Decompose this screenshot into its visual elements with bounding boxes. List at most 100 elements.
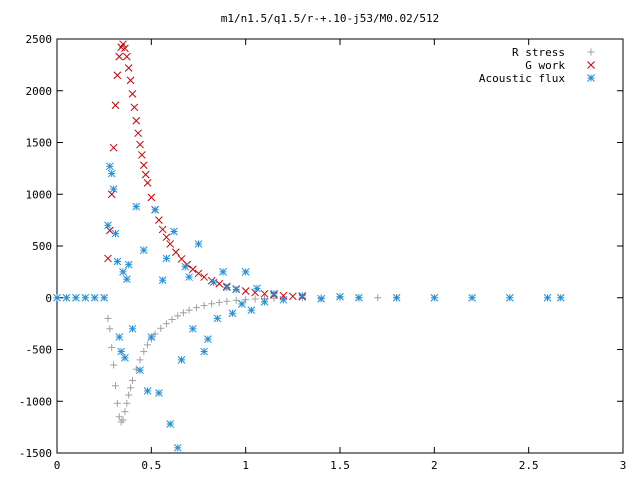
legend-marker <box>587 74 595 82</box>
data-point <box>215 279 224 288</box>
axis-layer: 0 0.5 1 1.5 2 2.5 3 -1500 -1000 -500 0 500 1000 1500 2… <box>19 33 626 472</box>
data-point <box>194 240 203 248</box>
data-point <box>317 294 325 303</box>
data-point <box>288 292 297 301</box>
data-point <box>123 399 131 407</box>
data-point <box>147 333 156 341</box>
data-point <box>200 302 208 310</box>
data-point <box>109 143 118 152</box>
data-point <box>100 293 109 302</box>
data-point <box>62 293 71 302</box>
series-layer <box>53 40 565 452</box>
x-tick-label: 1 <box>242 459 249 472</box>
data-point <box>119 416 127 424</box>
y-tick-label: 2000 <box>26 85 53 98</box>
data-point <box>128 324 137 333</box>
series-g-work <box>104 40 307 301</box>
data-point <box>143 179 152 187</box>
x-tick-label: 0.5 <box>141 459 161 472</box>
data-point <box>104 314 112 322</box>
data-point <box>122 275 131 283</box>
data-point <box>141 170 150 179</box>
data-point <box>117 347 126 356</box>
data-point <box>374 294 382 302</box>
data-point <box>111 382 119 390</box>
data-point <box>126 76 135 85</box>
data-point <box>162 320 170 328</box>
data-point <box>260 298 269 306</box>
data-point <box>543 293 552 302</box>
data-point <box>128 90 137 98</box>
y-tick-label: 0 <box>45 292 52 305</box>
data-point <box>168 315 176 323</box>
data-point <box>170 227 178 236</box>
y-tick-label: -500 <box>26 344 53 357</box>
data-point <box>193 304 201 312</box>
data-point <box>81 293 90 302</box>
data-point <box>113 71 122 80</box>
data-point <box>132 116 141 125</box>
legend-marker <box>587 48 595 56</box>
plot-frame <box>56 38 624 454</box>
y-tick-label: -1000 <box>19 395 52 408</box>
data-point <box>132 202 141 211</box>
data-point <box>105 162 114 171</box>
data-point <box>172 248 180 257</box>
data-point <box>209 278 218 287</box>
data-point <box>124 260 133 269</box>
data-point <box>238 300 246 308</box>
data-point <box>228 309 237 318</box>
data-point <box>219 268 227 276</box>
data-point <box>140 348 148 356</box>
data-point <box>260 289 269 298</box>
data-point <box>121 353 129 362</box>
legend-label: R stress <box>512 46 565 59</box>
data-point <box>115 333 124 341</box>
data-point <box>392 293 401 302</box>
data-point <box>127 384 135 392</box>
data-point <box>222 283 231 292</box>
data-point <box>166 240 175 248</box>
data-point <box>179 309 187 317</box>
x-tick-label: 1.5 <box>330 459 350 472</box>
data-point <box>430 293 439 302</box>
data-point <box>188 324 197 333</box>
data-point <box>188 265 197 274</box>
data-point <box>136 356 144 364</box>
data-point <box>128 377 136 385</box>
legend-marker <box>587 61 595 69</box>
data-point <box>215 298 223 306</box>
data-point <box>130 103 139 112</box>
data-point <box>279 295 288 304</box>
data-point <box>139 161 148 170</box>
data-point <box>157 324 165 332</box>
data-point <box>147 193 156 202</box>
data-point <box>185 273 193 281</box>
data-point <box>136 366 144 375</box>
data-point <box>336 292 344 301</box>
y-tick-label: 1000 <box>26 188 53 201</box>
data-point <box>162 254 171 263</box>
x-tick-label: 3 <box>620 459 627 472</box>
data-point <box>151 205 159 214</box>
data-point <box>177 355 186 364</box>
data-point <box>121 408 129 416</box>
data-point <box>270 289 278 298</box>
y-tick-label: 500 <box>32 240 52 253</box>
y-tick-label: 1500 <box>26 137 53 150</box>
data-point <box>125 391 133 399</box>
data-point <box>468 293 476 302</box>
data-point <box>119 268 127 276</box>
data-point <box>155 389 163 397</box>
data-point <box>162 233 171 242</box>
data-point <box>200 273 209 281</box>
data-point <box>204 335 212 344</box>
data-point <box>247 306 256 315</box>
data-point <box>72 293 80 302</box>
data-point <box>113 257 122 266</box>
data-point <box>115 52 124 61</box>
data-point <box>109 185 118 193</box>
data-point <box>173 443 182 452</box>
